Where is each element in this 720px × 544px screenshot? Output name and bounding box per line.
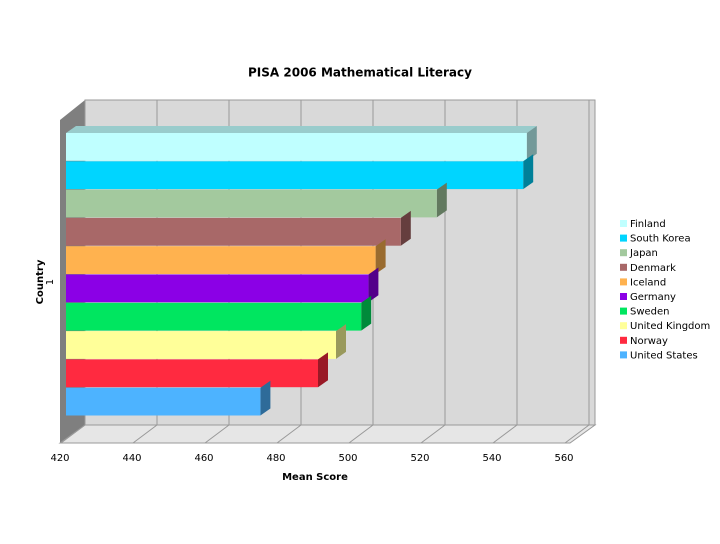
x-tick-label: 440 [122,453,141,464]
chart-title: PISA 2006 Mathematical Literacy [248,66,472,80]
floor-grid-line [132,424,158,444]
x-tick-label: 520 [410,453,429,464]
x-tick-label: 560 [554,453,573,464]
bar [66,387,261,416]
floor-grid-line [564,424,590,444]
legend-swatch [620,293,627,300]
bar-top [66,126,537,133]
bar [66,133,527,161]
bar [66,161,524,190]
floor-grid-line [204,424,230,444]
legend-swatch [620,307,627,315]
x-tick-label: 420 [50,453,69,464]
legend-swatch [620,336,627,344]
y-tick-label: 1 [45,279,56,285]
bar [66,359,318,388]
x-tick-label: 540 [482,453,501,464]
legend-label: Sweden [630,307,670,318]
legend-label: Iceland [630,277,666,288]
legend-label: Denmark [630,263,676,274]
legend-label: United States [630,350,698,361]
bar-side [526,126,537,161]
x-axis-title: Mean Score [282,472,348,483]
floor-grid-line [276,424,302,444]
bar-side [400,210,411,246]
legend-swatch [620,220,627,227]
bar [66,331,336,359]
floor-grid-line [60,424,86,444]
bar [66,274,369,303]
floor [58,424,597,444]
legend-swatch [620,351,627,359]
legend-label: South Korea [630,234,691,245]
legend-label: United Kingdom [630,321,710,332]
bar [66,217,401,246]
legend-label: Finland [630,219,666,230]
bar-side [375,239,386,274]
floor-grid-line [348,424,374,444]
bar [66,246,376,274]
legend-label: Norway [630,336,668,347]
bar-side [318,352,328,388]
bar-side [523,154,534,190]
floor-grid-line [492,424,518,444]
bar-side [436,182,447,218]
x-tick-label: 500 [338,453,357,464]
bar-side [368,267,379,303]
bar-side [336,324,346,359]
bar [66,302,362,331]
bar-side [260,380,271,416]
legend-swatch [620,249,627,257]
legend-swatch [620,278,627,286]
x-tick-label: 480 [266,453,285,464]
y-axis-title: Country [35,259,46,304]
x-tick-label: 460 [194,453,213,464]
legend-swatch [620,234,627,242]
bar [66,189,437,218]
floor-grid-line [420,424,446,444]
legend-label: Japan [629,248,658,259]
legend-swatch [620,322,627,330]
legend-swatch [620,263,627,271]
bar-side [361,295,372,331]
legend-label: Germany [630,292,676,303]
